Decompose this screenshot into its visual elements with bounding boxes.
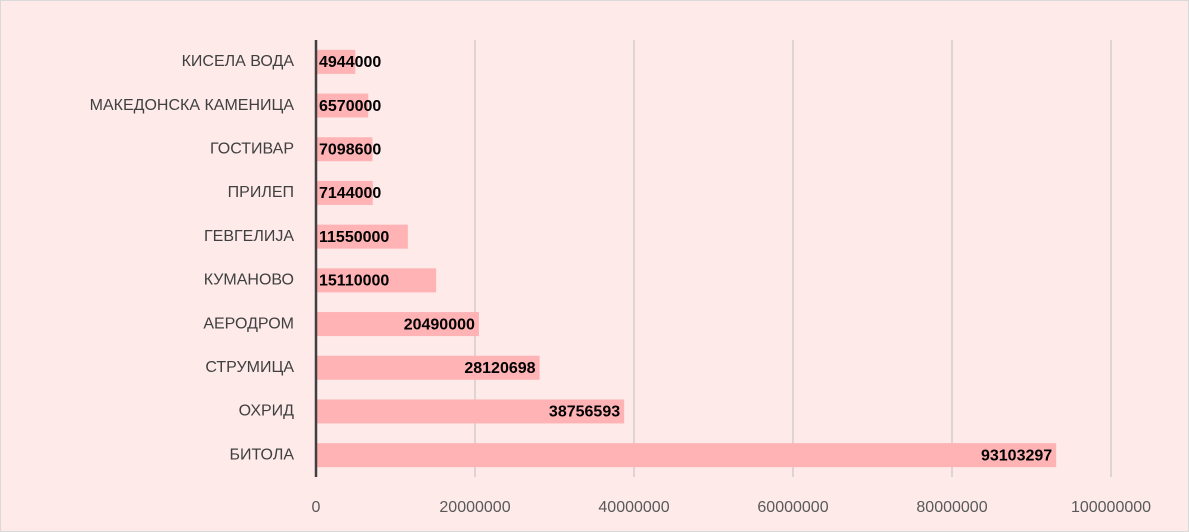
y-tick-label: СТРУМИЦА [205, 359, 294, 376]
data-label: 7098600 [319, 141, 381, 158]
bar [316, 399, 625, 424]
y-tick-label: ОХРИД [239, 403, 295, 420]
bar [316, 443, 1057, 468]
data-label: 15110000 [319, 273, 389, 290]
x-tick-label: 40000000 [598, 499, 669, 516]
y-tick-label: АЕРОДРОМ [203, 315, 294, 332]
bar [316, 93, 369, 118]
data-label: 28120698 [464, 360, 535, 377]
bar [316, 49, 356, 74]
x-tick-label: 80000000 [916, 499, 987, 516]
y-tick-label: КУМАНОВО [204, 272, 294, 289]
y-tick-label: ГЕВГЕЛИЈА [204, 228, 294, 245]
bar [316, 180, 373, 205]
y-tick-label: БИТОЛА [230, 446, 295, 463]
bar [316, 224, 408, 249]
x-tick-label: 100000000 [1071, 499, 1151, 516]
data-label: 11550000 [319, 229, 389, 246]
x-tick-label: 20000000 [439, 499, 510, 516]
bar [316, 137, 373, 162]
data-label: 6570000 [319, 98, 381, 115]
y-tick-label: ПРИЛЕП [228, 184, 294, 201]
bar [316, 312, 479, 337]
data-label: 7144000 [319, 185, 381, 202]
data-label: 93103297 [981, 447, 1052, 464]
data-label: 20490000 [404, 316, 475, 333]
y-tick-label: ГОСТИВАР [210, 140, 294, 157]
data-label: 38756593 [549, 404, 620, 421]
bar [316, 355, 540, 380]
bar [316, 268, 437, 293]
y-tick-label: КИСЕЛА ВОДА [182, 53, 295, 70]
y-tick-label: МАКЕДОНСКА КАМЕНИЦА [90, 97, 295, 114]
data-label: 4944000 [319, 54, 381, 71]
x-tick-label: 0 [312, 499, 321, 516]
x-tick-label: 60000000 [757, 499, 828, 516]
